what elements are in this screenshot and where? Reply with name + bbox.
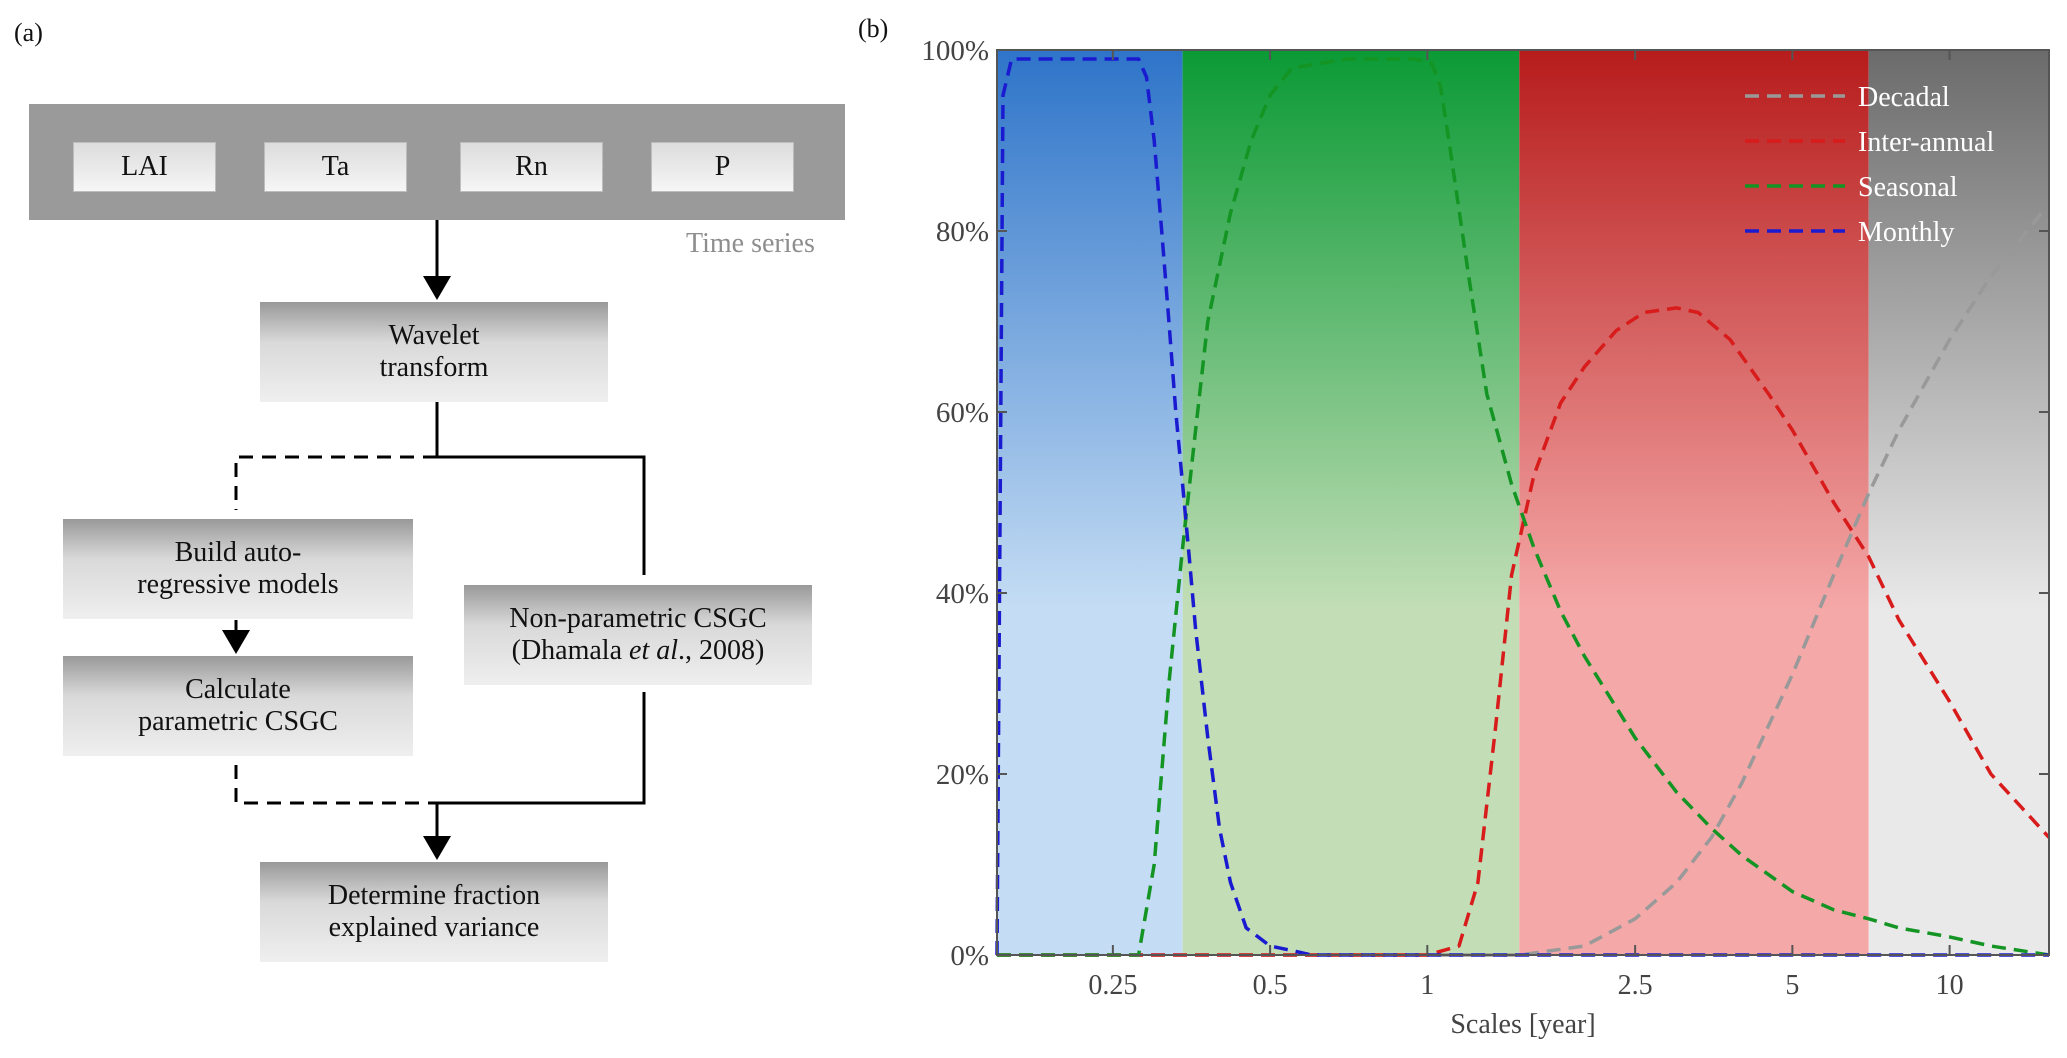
- plot-frame: [996, 49, 2050, 956]
- band-0: [997, 50, 1183, 955]
- arrowhead-to-wavelet: [423, 276, 451, 300]
- variable-box-p: P: [652, 143, 793, 191]
- y-tick-label: 80%: [936, 216, 989, 248]
- variable-box-lai: LAI: [74, 143, 215, 191]
- scale-bands: [997, 50, 2049, 955]
- x-tick-label: 10: [1936, 970, 1964, 1001]
- band-1: [1182, 50, 1520, 955]
- x-tick-label: 0.25: [1088, 970, 1137, 1001]
- time-series-label: Time series: [686, 228, 815, 259]
- axis-ticks: 0% 20% 40% 60% 80% 100% 0.25 0.5 1 2.5 5 10: [921, 35, 2049, 1001]
- solid-nonparam-to-merge: [437, 692, 646, 805]
- series-line-decadal: [997, 211, 2043, 957]
- y-tick-label: 40%: [936, 578, 989, 610]
- legend: Decadal Inter-annual Seasonal Monthly: [1745, 82, 1994, 248]
- arrowhead-auto-to-param: [222, 630, 250, 654]
- flowchart-connectors: [222, 220, 646, 860]
- build-autoregressive-box: Build auto-regressive models: [63, 519, 413, 619]
- y-tick-label: 100%: [921, 35, 989, 67]
- series-lines: [995, 57, 2051, 957]
- wavelet-transform-box: Wavelet transform: [260, 302, 608, 402]
- panel-b-label: (b): [858, 14, 889, 43]
- legend-label-inter-annual: Inter-annual: [1858, 127, 1994, 158]
- legend-label-monthly: Monthly: [1858, 217, 1954, 248]
- legend-label-decadal: Decadal: [1858, 82, 1950, 113]
- variable-box-ta: Ta: [265, 143, 406, 191]
- series-line-monthly: [995, 57, 2049, 957]
- y-tick-label: 60%: [936, 397, 989, 429]
- variable-box-rn: Rn: [461, 143, 602, 191]
- dashed-branch-autoregressive: [234, 455, 437, 510]
- x-tick-label: 2.5: [1618, 970, 1653, 1001]
- solid-branch-nonparametric: [437, 455, 646, 575]
- x-axis-title: Scales [year]: [1450, 1009, 1595, 1040]
- panel-a-label: (a): [14, 18, 43, 47]
- determine-fraction-box: Determine fraction explained variance: [260, 862, 608, 962]
- parametric-csgc-box: Calculate parametric CSGC: [63, 656, 413, 756]
- series-line-inter-annual: [997, 306, 2051, 957]
- x-tick-label: 5: [1785, 970, 1799, 1001]
- legend-label-seasonal: Seasonal: [1858, 172, 1958, 203]
- nonparametric-csgc-box: Non-parametric CSGC (Dhamala et al., 200…: [464, 585, 812, 685]
- arrowhead-to-final: [423, 836, 451, 860]
- band-2: [1519, 50, 1869, 955]
- y-tick-label: 0%: [950, 940, 989, 972]
- y-tick-label: 20%: [936, 759, 989, 791]
- series-line-seasonal: [997, 57, 2050, 957]
- dashed-param-to-merge: [234, 765, 437, 805]
- x-tick-label: 1: [1420, 970, 1434, 1001]
- x-tick-label: 0.5: [1253, 970, 1288, 1001]
